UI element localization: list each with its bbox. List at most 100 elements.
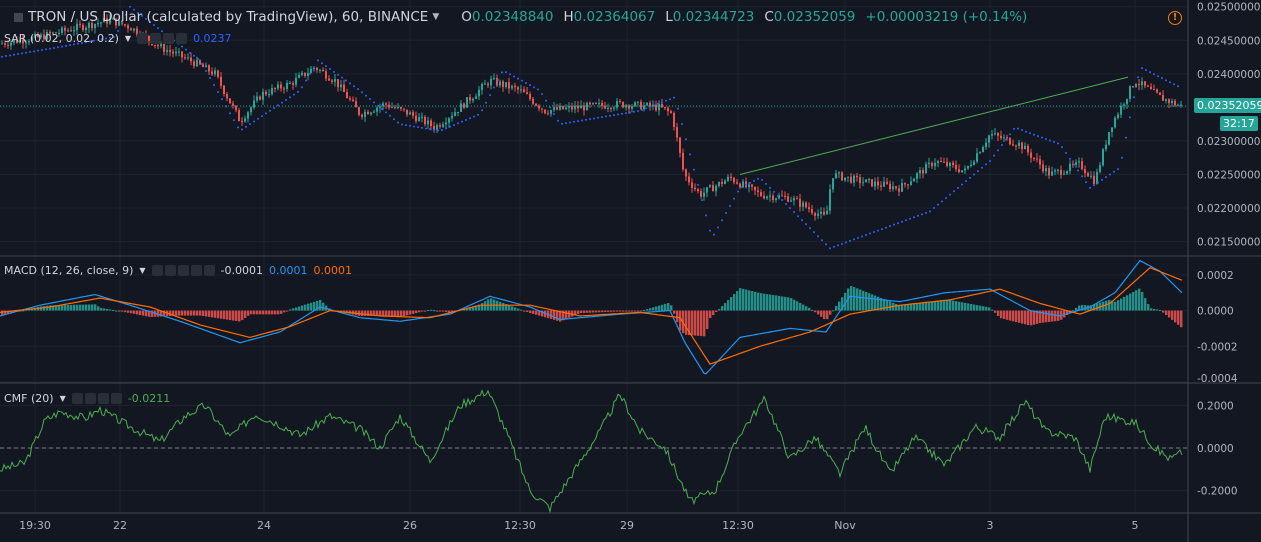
sar-menu-caret-icon[interactable]: ▼	[124, 34, 132, 43]
candle-body	[559, 105, 561, 110]
candle-body	[1105, 144, 1107, 150]
candle-body	[325, 71, 327, 79]
macd-histogram-bar	[193, 310, 196, 316]
macd-histogram-bar	[256, 310, 259, 315]
macd-histogram-bar	[691, 310, 694, 336]
macd-histogram-bar	[910, 304, 913, 311]
macd-histogram-bar	[820, 310, 823, 317]
candle-body	[67, 30, 69, 32]
candle-body	[1123, 104, 1125, 106]
cmf-line	[0, 389, 1183, 514]
macd-histogram-bar	[823, 310, 826, 320]
macd-label[interactable]: MACD (12, 26, close, 9)	[4, 264, 134, 277]
sar-dot	[941, 200, 943, 203]
macd-signal-value: 0.0001	[313, 264, 352, 277]
sar-dot	[117, 29, 119, 32]
macd-histogram-bar	[850, 285, 853, 311]
alert-icon[interactable]: !	[1168, 11, 1182, 25]
close-icon[interactable]	[203, 265, 215, 276]
candle-body	[502, 81, 504, 87]
sar-dot	[1177, 85, 1179, 88]
macd-histogram-bar	[1021, 310, 1024, 324]
gear-icon[interactable]	[150, 33, 162, 44]
macd-histogram-bar	[373, 310, 376, 316]
sar-dot	[25, 51, 27, 54]
macd-histogram-bar	[481, 303, 484, 311]
symbol-menu-caret-icon[interactable]: ▼	[432, 12, 440, 22]
macd-histogram-bar	[448, 310, 451, 313]
candle-body	[733, 178, 735, 183]
cmf-menu-caret-icon[interactable]: ▼	[59, 394, 66, 403]
eye-icon[interactable]	[151, 265, 163, 276]
sar-dot	[293, 93, 295, 96]
sar-dot	[529, 84, 531, 87]
macd-histogram-bar	[1108, 299, 1111, 311]
gear-icon[interactable]	[84, 393, 96, 404]
candle-body	[259, 96, 261, 100]
sar-dot	[337, 73, 339, 76]
macd-histogram-bar	[64, 305, 67, 311]
candle-body	[1168, 99, 1170, 104]
sar-dot	[1037, 135, 1039, 138]
sar-dot	[437, 129, 439, 132]
plus-icon[interactable]	[190, 265, 202, 276]
candle-body	[532, 98, 534, 104]
candle-body	[1102, 149, 1104, 166]
macd-histogram-bar	[1063, 310, 1066, 318]
sar-dot	[681, 122, 683, 125]
plus-icon[interactable]	[163, 33, 175, 44]
macd-histogram-bar	[472, 306, 475, 311]
sar-dot	[1169, 81, 1171, 84]
candle-body	[379, 106, 381, 108]
symbol-title[interactable]: TRON / US Dollar (calculated by TradingV…	[28, 9, 429, 25]
macd-histogram-bar	[271, 310, 274, 315]
braces-icon[interactable]	[177, 265, 189, 276]
candle-body	[457, 111, 459, 113]
cmf-label[interactable]: CMF (20)	[4, 392, 54, 405]
high-label: H	[563, 9, 574, 25]
macd-axis-tick: 0.0000	[1197, 306, 1234, 318]
sar-dot	[1109, 173, 1111, 176]
candle-body	[940, 161, 942, 163]
macd-histogram-bar	[964, 302, 967, 311]
sar-dot	[105, 37, 107, 40]
sar-dot	[317, 59, 319, 62]
sar-dot	[705, 214, 707, 217]
sar-dot	[865, 234, 867, 237]
close-icon[interactable]	[176, 33, 188, 44]
candle-body	[883, 181, 885, 187]
candle-body	[283, 88, 285, 90]
macd-histogram-bar	[289, 309, 292, 311]
sar-dot	[329, 68, 331, 71]
candle-body	[82, 24, 84, 31]
plus-icon[interactable]	[97, 393, 109, 404]
candle-body	[247, 112, 249, 119]
candle-body	[1054, 170, 1056, 172]
sar-label[interactable]: SAR (0.02, 0.02, 0.2)	[4, 32, 119, 45]
gear-icon[interactable]	[164, 265, 176, 276]
macd-menu-caret-icon[interactable]: ▼	[139, 266, 146, 275]
candle-body	[544, 109, 546, 114]
close-icon[interactable]	[110, 393, 122, 404]
candle-body	[724, 180, 726, 184]
sar-dot	[145, 17, 147, 20]
candle-body	[874, 181, 876, 187]
sar-dot	[977, 170, 979, 173]
macd-histogram-bar	[172, 310, 175, 316]
candle-body	[112, 18, 114, 20]
candle-body	[487, 83, 489, 86]
candle-body	[595, 102, 597, 104]
candle-body	[1009, 137, 1011, 145]
sar-dot	[945, 196, 947, 199]
candle-body	[1042, 164, 1044, 172]
eye-icon[interactable]	[137, 33, 149, 44]
sar-dot	[301, 86, 303, 89]
candle-body	[655, 104, 657, 111]
sar-dot	[809, 227, 811, 230]
macd-histogram-bar	[1177, 310, 1180, 325]
sar-dot	[137, 11, 139, 14]
eye-icon[interactable]	[71, 393, 83, 404]
macd-histogram-bar	[409, 310, 412, 315]
macd-histogram-bar	[595, 310, 598, 313]
